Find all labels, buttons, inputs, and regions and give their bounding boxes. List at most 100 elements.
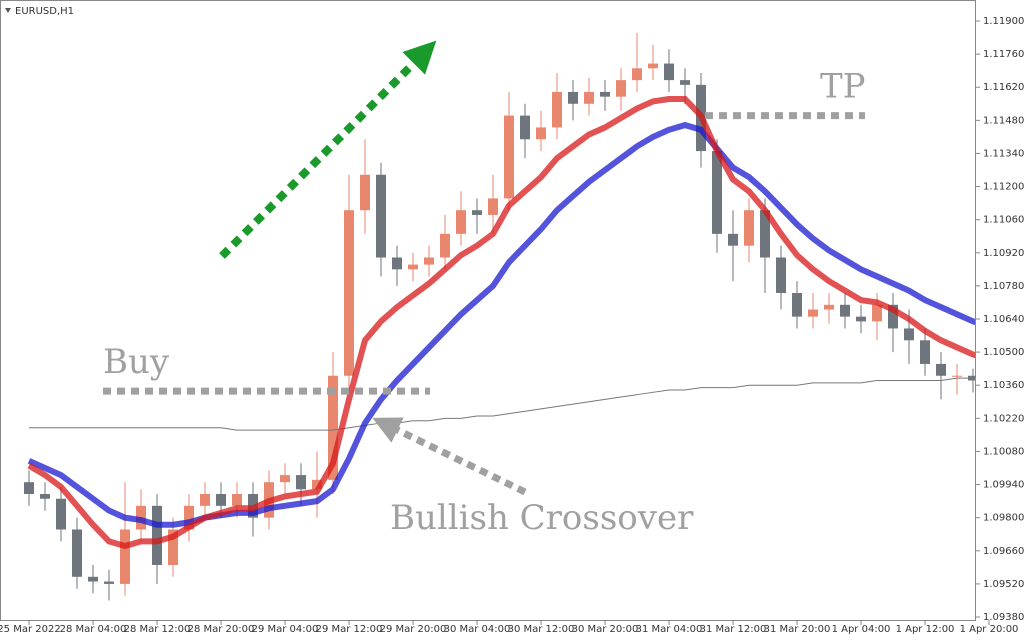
y-tick-label: 1.11200 [983,182,1024,193]
x-tick-label: 28 Mar 04:00 [60,624,127,635]
candle-body [904,328,914,341]
candle-body [872,304,882,322]
x-tick-label: 30 Mar 20:00 [572,624,639,635]
candle-body [680,80,690,85]
candle-body [344,210,354,376]
candle-body [24,482,34,495]
candle-body [632,68,642,81]
x-tick-label: 29 Mar 20:00 [380,624,447,635]
x-tick-label: 31 Mar 12:00 [700,624,767,635]
y-tick-label: 1.11620 [983,82,1024,93]
y-tick-label: 1.11480 [983,115,1024,126]
candle-body [120,529,130,584]
candle-body [200,494,210,506]
candle-body [472,210,482,215]
candle-body [504,115,514,199]
candle-body [792,292,802,317]
y-tick-label: 1.09940 [983,480,1024,491]
y-tick-label: 1.09660 [983,546,1024,557]
candle-body [216,494,226,506]
candle-body [40,494,50,499]
x-tick-label: 1 Apr 04:00 [832,624,891,635]
candle-body [584,91,594,104]
crossover-label: Bullish Crossover [390,498,694,538]
x-tick-label: 31 Mar 20:00 [764,624,831,635]
candle-body [408,264,418,270]
candle-body [536,127,546,140]
candle-body [600,91,610,97]
candle-body [360,174,370,211]
candle-body [296,475,306,490]
y-tick-label: 1.09520 [983,579,1024,590]
y-tick-label: 1.11760 [983,49,1024,60]
candle-body [648,63,658,69]
tp-label: TP [820,67,866,107]
x-tick-label: 30 Mar 12:00 [508,624,575,635]
y-tick-label: 1.10640 [983,314,1024,325]
ma-line [29,377,975,431]
candle-body [152,505,162,565]
y-tick-label: 1.11900 [983,16,1024,27]
candle-body [808,309,818,317]
menu-triangle [5,8,11,13]
candle-body [168,529,178,565]
candle-body [456,210,466,234]
y-tick-label: 1.10500 [983,347,1024,358]
y-tick-label: 1.11060 [983,215,1024,226]
x-tick-label: 28 Mar 20:00 [188,624,255,635]
y-tick-label: 1.10780 [983,281,1024,292]
x-tick-label: 29 Mar 12:00 [316,624,383,635]
y-tick-label: 1.09380 [983,612,1024,623]
candle-body [824,304,834,310]
candle-body [424,257,434,265]
candle-body [520,115,530,140]
x-tick-label: 1 Apr 12:00 [896,624,955,635]
x-tick-label: 25 Mar 2022 [0,624,61,635]
candle-body [88,576,98,582]
candle-body [312,479,322,490]
x-tick-label: 1 Apr 20:00 [960,624,1019,635]
buy-label: Buy [103,342,170,382]
symbol-label: EURUSD,H1 [15,6,74,17]
candle-body [440,233,450,258]
y-tick-label: 1.10220 [983,413,1024,424]
ma-line [27,96,975,550]
x-tick-label: 28 Mar 12:00 [124,624,191,635]
y-tick-label: 1.10360 [983,380,1024,391]
plot [24,32,975,601]
candle-body [760,210,770,258]
candle-body [728,233,738,246]
candle-body [936,363,946,376]
y-tick-label: 1.10080 [983,446,1024,457]
candle-body [392,257,402,270]
crossover-arrow [372,417,527,496]
candle-body [328,375,338,480]
candle-body [856,316,866,322]
x-tick-label: 29 Mar 04:00 [252,624,319,635]
y-tick-label: 1.10920 [983,248,1024,259]
candle-body [280,475,290,483]
candle-body [488,198,498,215]
candle-body [568,91,578,104]
candle-body [72,529,82,577]
y-tick-label: 1.11340 [983,148,1024,159]
y-tick-label: 1.09800 [983,513,1024,524]
candle-body [888,304,898,329]
ma-line [27,121,975,528]
candle-body [744,210,754,246]
candle-body [56,498,66,530]
x-tick-label: 30 Mar 04:00 [444,624,511,635]
candle-body [776,257,786,293]
candle-body [232,494,242,506]
candle-body [664,63,674,81]
candle-body [840,304,850,317]
candle-body [104,581,114,584]
candle-body [616,80,626,97]
candle-body [952,375,962,377]
candle-body [552,91,562,128]
x-tick-label: 31 Mar 04:00 [636,624,703,635]
candle-body [184,505,194,530]
candle-body [920,340,930,364]
candle-body [712,151,722,234]
